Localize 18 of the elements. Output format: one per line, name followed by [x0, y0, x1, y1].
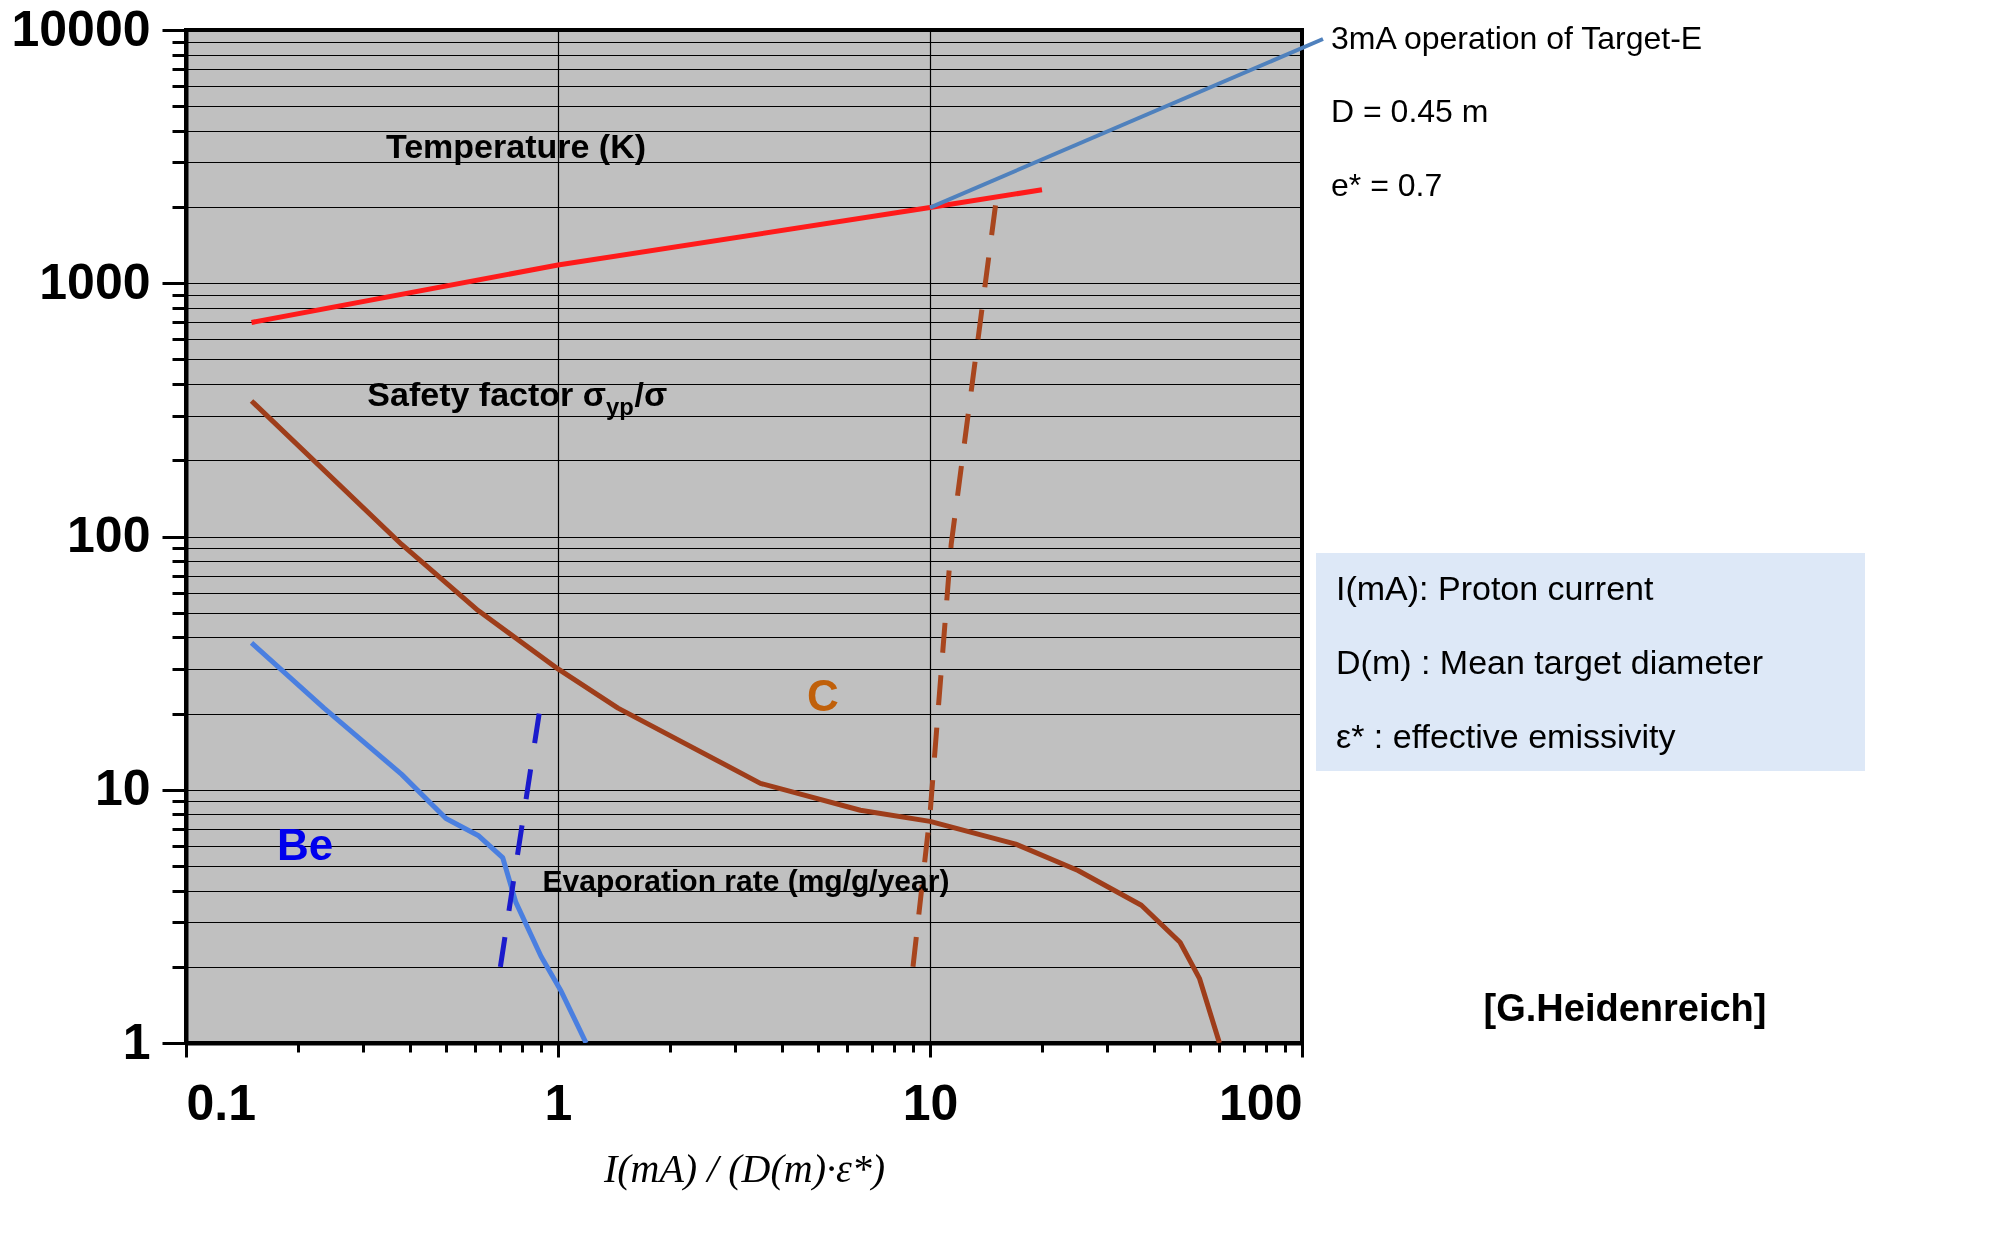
- y-tick-label: 100: [67, 507, 151, 563]
- annotation: 3mA operation of Target-E: [1331, 20, 1703, 56]
- x-tick-label: 1: [544, 1074, 573, 1131]
- x-tick-label: 0.1: [186, 1074, 257, 1131]
- text: D(m) : Mean target diameter: [1336, 643, 1764, 681]
- x-tick-label: 10: [902, 1074, 959, 1131]
- y-tick-label: 1: [122, 1013, 151, 1070]
- text: I(mA): Proton current: [1336, 569, 1654, 607]
- y-tick-label: 10: [94, 760, 151, 817]
- text: [G.Heidenreich]: [1483, 987, 1767, 1029]
- text: D = 0.45 m: [1331, 93, 1489, 129]
- x-axis-title: I(mA) / (D(m)·ε*): [602, 1145, 886, 1191]
- y-tick-label: 10000: [11, 0, 151, 57]
- annotation: C: [807, 671, 839, 720]
- text: ε* : effective emissivity: [1336, 717, 1676, 755]
- text: e* = 0.7: [1331, 167, 1443, 203]
- x-tick-label: 100: [1219, 1074, 1303, 1131]
- y-tick-label: 1000: [39, 253, 151, 310]
